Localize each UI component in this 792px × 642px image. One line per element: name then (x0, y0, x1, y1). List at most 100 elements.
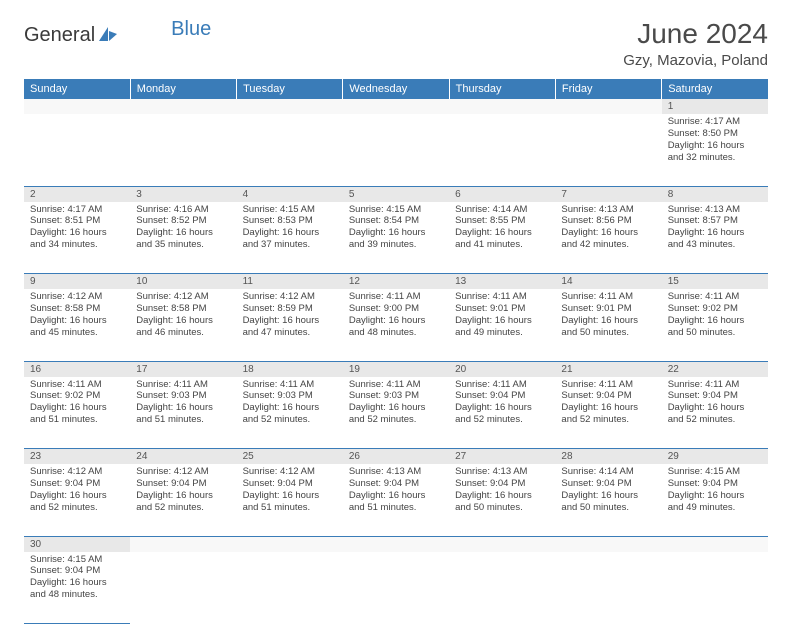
day-body-cell (555, 114, 661, 186)
day-number-cell: 28 (555, 449, 661, 465)
day-number-cell: 5 (343, 186, 449, 202)
day-number-cell: 7 (555, 186, 661, 202)
day-number-cell: 3 (130, 186, 236, 202)
day-body-cell (130, 114, 236, 186)
day-details: Sunrise: 4:11 AMSunset: 9:02 PMDaylight:… (662, 289, 768, 343)
day-number-cell (662, 536, 768, 552)
day-body-row: Sunrise: 4:17 AMSunset: 8:51 PMDaylight:… (24, 202, 768, 274)
logo-text-blue: Blue (171, 18, 211, 41)
day-number-cell (343, 99, 449, 114)
day-number-cell: 4 (237, 186, 343, 202)
day-number-cell (343, 536, 449, 552)
weekday-header: Saturday (662, 79, 768, 99)
day-number-row: 1 (24, 99, 768, 114)
day-body-cell: Sunrise: 4:11 AMSunset: 9:03 PMDaylight:… (343, 377, 449, 449)
day-body-cell: Sunrise: 4:11 AMSunset: 9:01 PMDaylight:… (555, 289, 661, 361)
day-body-cell: Sunrise: 4:11 AMSunset: 9:02 PMDaylight:… (662, 289, 768, 361)
day-body-cell: Sunrise: 4:12 AMSunset: 9:04 PMDaylight:… (24, 464, 130, 536)
day-body-cell (662, 552, 768, 624)
day-details: Sunrise: 4:11 AMSunset: 9:04 PMDaylight:… (449, 377, 555, 431)
day-details: Sunrise: 4:12 AMSunset: 8:58 PMDaylight:… (24, 289, 130, 343)
day-body-cell: Sunrise: 4:11 AMSunset: 9:03 PMDaylight:… (130, 377, 236, 449)
day-details: Sunrise: 4:11 AMSunset: 9:01 PMDaylight:… (449, 289, 555, 343)
day-body-cell: Sunrise: 4:11 AMSunset: 9:04 PMDaylight:… (662, 377, 768, 449)
day-body-cell: Sunrise: 4:11 AMSunset: 9:04 PMDaylight:… (449, 377, 555, 449)
logo-text-general: General (24, 24, 95, 47)
day-body-cell: Sunrise: 4:14 AMSunset: 8:55 PMDaylight:… (449, 202, 555, 274)
day-details: Sunrise: 4:12 AMSunset: 9:04 PMDaylight:… (130, 464, 236, 518)
month-title: June 2024 (623, 18, 768, 50)
day-body-cell: Sunrise: 4:12 AMSunset: 8:58 PMDaylight:… (24, 289, 130, 361)
day-number-cell: 18 (237, 361, 343, 377)
day-number-cell: 14 (555, 274, 661, 290)
day-body-cell (343, 114, 449, 186)
sail-icon (97, 25, 119, 46)
day-body-cell: Sunrise: 4:12 AMSunset: 9:04 PMDaylight:… (130, 464, 236, 536)
day-body-cell (237, 114, 343, 186)
weekday-header: Wednesday (343, 79, 449, 99)
day-body-row: Sunrise: 4:12 AMSunset: 8:58 PMDaylight:… (24, 289, 768, 361)
day-body-cell: Sunrise: 4:15 AMSunset: 9:04 PMDaylight:… (662, 464, 768, 536)
weekday-header: Friday (555, 79, 661, 99)
day-number-cell: 23 (24, 449, 130, 465)
day-details: Sunrise: 4:11 AMSunset: 9:04 PMDaylight:… (662, 377, 768, 431)
day-details: Sunrise: 4:12 AMSunset: 8:59 PMDaylight:… (237, 289, 343, 343)
day-details: Sunrise: 4:11 AMSunset: 9:04 PMDaylight:… (555, 377, 661, 431)
day-details: Sunrise: 4:15 AMSunset: 8:54 PMDaylight:… (343, 202, 449, 256)
day-details: Sunrise: 4:11 AMSunset: 9:03 PMDaylight:… (343, 377, 449, 431)
day-body-cell: Sunrise: 4:13 AMSunset: 8:57 PMDaylight:… (662, 202, 768, 274)
day-number-cell: 22 (662, 361, 768, 377)
day-details: Sunrise: 4:17 AMSunset: 8:50 PMDaylight:… (662, 114, 768, 168)
day-number-cell: 15 (662, 274, 768, 290)
day-body-cell (449, 552, 555, 624)
day-body-cell: Sunrise: 4:11 AMSunset: 9:04 PMDaylight:… (555, 377, 661, 449)
day-number-cell: 29 (662, 449, 768, 465)
day-number-cell (237, 536, 343, 552)
day-body-cell: Sunrise: 4:15 AMSunset: 9:04 PMDaylight:… (24, 552, 130, 624)
day-details: Sunrise: 4:15 AMSunset: 9:04 PMDaylight:… (662, 464, 768, 518)
day-details: Sunrise: 4:12 AMSunset: 9:04 PMDaylight:… (237, 464, 343, 518)
day-body-cell (237, 552, 343, 624)
day-details: Sunrise: 4:11 AMSunset: 9:01 PMDaylight:… (555, 289, 661, 343)
day-number-cell (24, 99, 130, 114)
day-number-cell: 20 (449, 361, 555, 377)
day-body-cell: Sunrise: 4:12 AMSunset: 8:58 PMDaylight:… (130, 289, 236, 361)
weekday-header: Sunday (24, 79, 130, 99)
day-details: Sunrise: 4:12 AMSunset: 8:58 PMDaylight:… (130, 289, 236, 343)
day-number-cell: 30 (24, 536, 130, 552)
day-number-cell: 13 (449, 274, 555, 290)
day-details: Sunrise: 4:11 AMSunset: 9:03 PMDaylight:… (237, 377, 343, 431)
day-details: Sunrise: 4:15 AMSunset: 8:53 PMDaylight:… (237, 202, 343, 256)
logo: General Blue (24, 24, 163, 47)
day-number-cell: 26 (343, 449, 449, 465)
day-details: Sunrise: 4:12 AMSunset: 9:04 PMDaylight:… (24, 464, 130, 518)
day-details: Sunrise: 4:14 AMSunset: 9:04 PMDaylight:… (555, 464, 661, 518)
day-number-cell: 25 (237, 449, 343, 465)
day-body-cell: Sunrise: 4:14 AMSunset: 9:04 PMDaylight:… (555, 464, 661, 536)
day-number-cell (130, 99, 236, 114)
day-body-row: Sunrise: 4:12 AMSunset: 9:04 PMDaylight:… (24, 464, 768, 536)
day-body-cell: Sunrise: 4:11 AMSunset: 9:01 PMDaylight:… (449, 289, 555, 361)
day-details: Sunrise: 4:13 AMSunset: 9:04 PMDaylight:… (449, 464, 555, 518)
day-body-cell (555, 552, 661, 624)
day-body-cell: Sunrise: 4:11 AMSunset: 9:02 PMDaylight:… (24, 377, 130, 449)
day-number-cell: 27 (449, 449, 555, 465)
day-number-row: 16171819202122 (24, 361, 768, 377)
day-details: Sunrise: 4:11 AMSunset: 9:00 PMDaylight:… (343, 289, 449, 343)
day-body-cell: Sunrise: 4:16 AMSunset: 8:52 PMDaylight:… (130, 202, 236, 274)
day-details: Sunrise: 4:17 AMSunset: 8:51 PMDaylight:… (24, 202, 130, 256)
day-number-cell: 19 (343, 361, 449, 377)
day-number-row: 30 (24, 536, 768, 552)
day-body-cell: Sunrise: 4:15 AMSunset: 8:54 PMDaylight:… (343, 202, 449, 274)
day-number-cell: 12 (343, 274, 449, 290)
title-block: June 2024 Gzy, Mazovia, Poland (623, 18, 768, 69)
day-number-cell: 24 (130, 449, 236, 465)
day-number-cell: 21 (555, 361, 661, 377)
day-body-cell: Sunrise: 4:13 AMSunset: 9:04 PMDaylight:… (449, 464, 555, 536)
day-details: Sunrise: 4:13 AMSunset: 8:57 PMDaylight:… (662, 202, 768, 256)
day-number-cell: 2 (24, 186, 130, 202)
day-body-row: Sunrise: 4:17 AMSunset: 8:50 PMDaylight:… (24, 114, 768, 186)
weekday-header-row: Sunday Monday Tuesday Wednesday Thursday… (24, 79, 768, 99)
day-number-row: 23242526272829 (24, 449, 768, 465)
day-body-row: Sunrise: 4:11 AMSunset: 9:02 PMDaylight:… (24, 377, 768, 449)
